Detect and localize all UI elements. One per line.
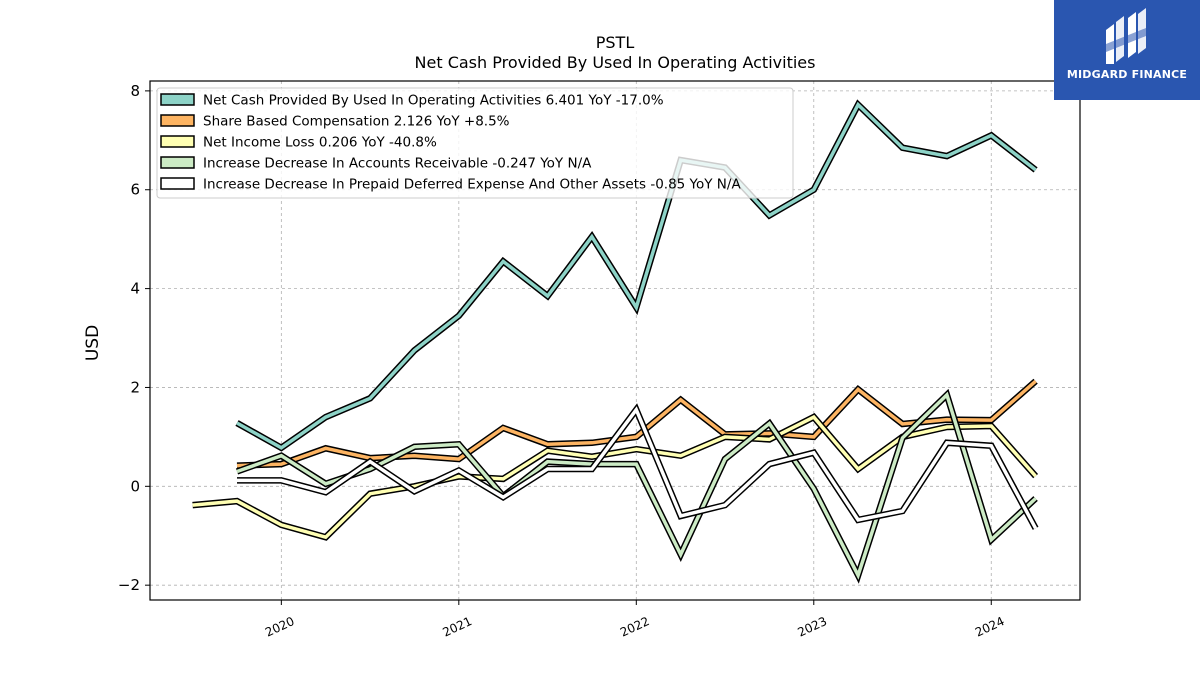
legend-label: Increase Decrease In Prepaid Deferred Ex… bbox=[203, 177, 741, 193]
legend-swatch bbox=[160, 114, 195, 127]
chart-subtitle: Net Cash Provided By Used In Operating A… bbox=[415, 53, 816, 72]
series-2 bbox=[192, 413, 1039, 541]
series-line bbox=[192, 414, 1037, 540]
series-3 bbox=[235, 388, 1038, 584]
series-4 bbox=[237, 403, 1039, 530]
y-tick-label: 0 bbox=[130, 477, 140, 495]
y-tick-label: 6 bbox=[130, 181, 140, 199]
legend-swatch bbox=[160, 156, 195, 169]
series-line bbox=[237, 406, 1038, 530]
legend-frame bbox=[156, 87, 794, 199]
legend-label: Increase Decrease In Accounts Receivable… bbox=[203, 156, 592, 172]
logo-text: MIDGARD FINANCE bbox=[1066, 68, 1188, 81]
series-0 bbox=[235, 99, 1038, 452]
x-tick-label: 2021 bbox=[440, 614, 474, 640]
y-tick-label: 2 bbox=[130, 378, 140, 396]
legend-label: Net Cash Provided By Used In Operating A… bbox=[203, 93, 664, 109]
legend: Net Cash Provided By Used In Operating A… bbox=[156, 87, 794, 199]
brand-logo: MIDGARD FINANCE bbox=[1054, 0, 1200, 100]
x-tick-label: 2022 bbox=[618, 614, 652, 640]
x-tick-label: 2023 bbox=[795, 614, 829, 640]
y-axis-label: USD bbox=[83, 325, 103, 361]
plot-frame bbox=[149, 80, 1081, 601]
legend-swatch bbox=[160, 177, 195, 190]
y-tick-label: 4 bbox=[130, 280, 140, 298]
series-line bbox=[236, 101, 1037, 450]
legend-label: Net Income Loss 0.206 YoY -40.8% bbox=[203, 135, 437, 151]
legend-label: Share Based Compensation 2.126 YoY +8.5% bbox=[203, 114, 510, 130]
series-lines bbox=[192, 99, 1039, 584]
y-tick-label: −2 bbox=[118, 576, 140, 594]
legend-swatch bbox=[160, 93, 195, 106]
series-line bbox=[236, 391, 1037, 580]
x-tick-label: 2020 bbox=[263, 614, 297, 640]
logo-icon bbox=[1106, 8, 1146, 64]
y-axis: −2 0 2 4 6 8 bbox=[118, 82, 150, 594]
y-tick-label: 8 bbox=[130, 82, 140, 100]
chart-title: PSTL bbox=[596, 33, 635, 52]
x-tick-label: 2024 bbox=[973, 614, 1007, 640]
legend-swatch bbox=[160, 135, 195, 148]
x-axis: 2020 2021 2022 2023 2024 bbox=[263, 600, 1007, 640]
